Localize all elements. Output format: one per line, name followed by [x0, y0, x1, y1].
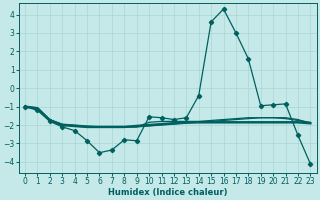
X-axis label: Humidex (Indice chaleur): Humidex (Indice chaleur) [108, 188, 228, 197]
